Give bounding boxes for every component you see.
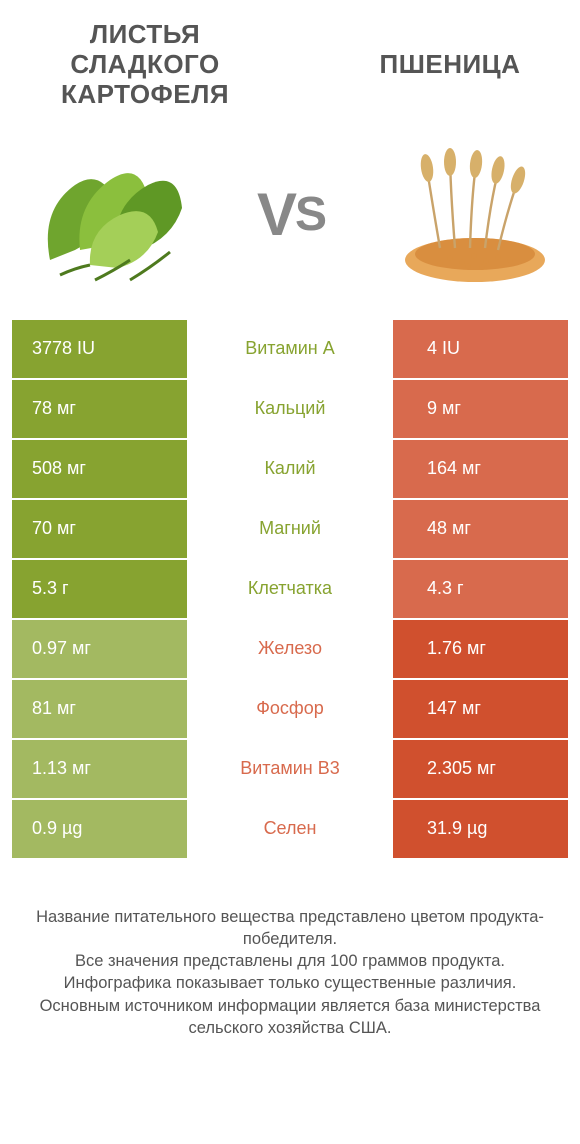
nutrient-name: Витамин A — [187, 320, 393, 378]
table-row: 1.13 мгВитамин B32.305 мг — [12, 740, 568, 798]
left-value: 508 мг — [12, 440, 187, 498]
right-value: 1.76 мг — [393, 620, 568, 678]
left-value: 81 мг — [12, 680, 187, 738]
footer-line: Основным источником информации является … — [20, 995, 560, 1040]
right-value: 4 IU — [393, 320, 568, 378]
nutrient-name: Клетчатка — [187, 560, 393, 618]
footer-line: Все значения представлены для 100 граммо… — [20, 950, 560, 972]
right-value: 9 мг — [393, 380, 568, 438]
table-row: 78 мгКальций9 мг — [12, 380, 568, 438]
leaves-icon — [20, 130, 210, 300]
table-row: 81 мгФосфор147 мг — [12, 680, 568, 738]
table-row: 0.97 мгЖелезо1.76 мг — [12, 620, 568, 678]
right-value: 2.305 мг — [393, 740, 568, 798]
footer-line: Инфографика показывает только существенн… — [20, 972, 560, 994]
footer-line: Название питательного вещества представл… — [20, 906, 560, 951]
nutrient-name: Селен — [187, 800, 393, 858]
left-value: 0.9 µg — [12, 800, 187, 858]
images-row: VS — [0, 120, 580, 320]
nutrient-name: Железо — [187, 620, 393, 678]
table-row: 3778 IUВитамин A4 IU — [12, 320, 568, 378]
comparison-table: 3778 IUВитамин A4 IU78 мгКальций9 мг508 … — [12, 320, 568, 858]
nutrient-name: Калий — [187, 440, 393, 498]
right-value: 147 мг — [393, 680, 568, 738]
header: ЛИСТЬЯ СЛАДКОГО КАРТОФЕЛЯ ПШЕНИЦА — [0, 0, 580, 120]
right-value: 4.3 г — [393, 560, 568, 618]
nutrient-name: Витамин B3 — [187, 740, 393, 798]
table-row: 5.3 гКлетчатка4.3 г — [12, 560, 568, 618]
left-value: 78 мг — [12, 380, 187, 438]
table-row: 70 мгМагний48 мг — [12, 500, 568, 558]
nutrient-name: Кальций — [187, 380, 393, 438]
right-value: 48 мг — [393, 500, 568, 558]
footer-notes: Название питательного вещества представл… — [0, 860, 580, 1040]
right-value: 164 мг — [393, 440, 568, 498]
right-product-title: ПШЕНИЦА — [350, 49, 550, 80]
wheat-icon — [370, 130, 560, 300]
table-row: 508 мгКалий164 мг — [12, 440, 568, 498]
left-value: 5.3 г — [12, 560, 187, 618]
left-product-title: ЛИСТЬЯ СЛАДКОГО КАРТОФЕЛЯ — [30, 20, 260, 110]
left-value: 0.97 мг — [12, 620, 187, 678]
vs-label: VS — [257, 180, 323, 249]
nutrient-name: Фосфор — [187, 680, 393, 738]
right-value: 31.9 µg — [393, 800, 568, 858]
left-value: 3778 IU — [12, 320, 187, 378]
left-value: 70 мг — [12, 500, 187, 558]
nutrient-name: Магний — [187, 500, 393, 558]
vs-v: V — [257, 180, 293, 249]
table-row: 0.9 µgСелен31.9 µg — [12, 800, 568, 858]
vs-s: S — [295, 187, 323, 242]
left-value: 1.13 мг — [12, 740, 187, 798]
